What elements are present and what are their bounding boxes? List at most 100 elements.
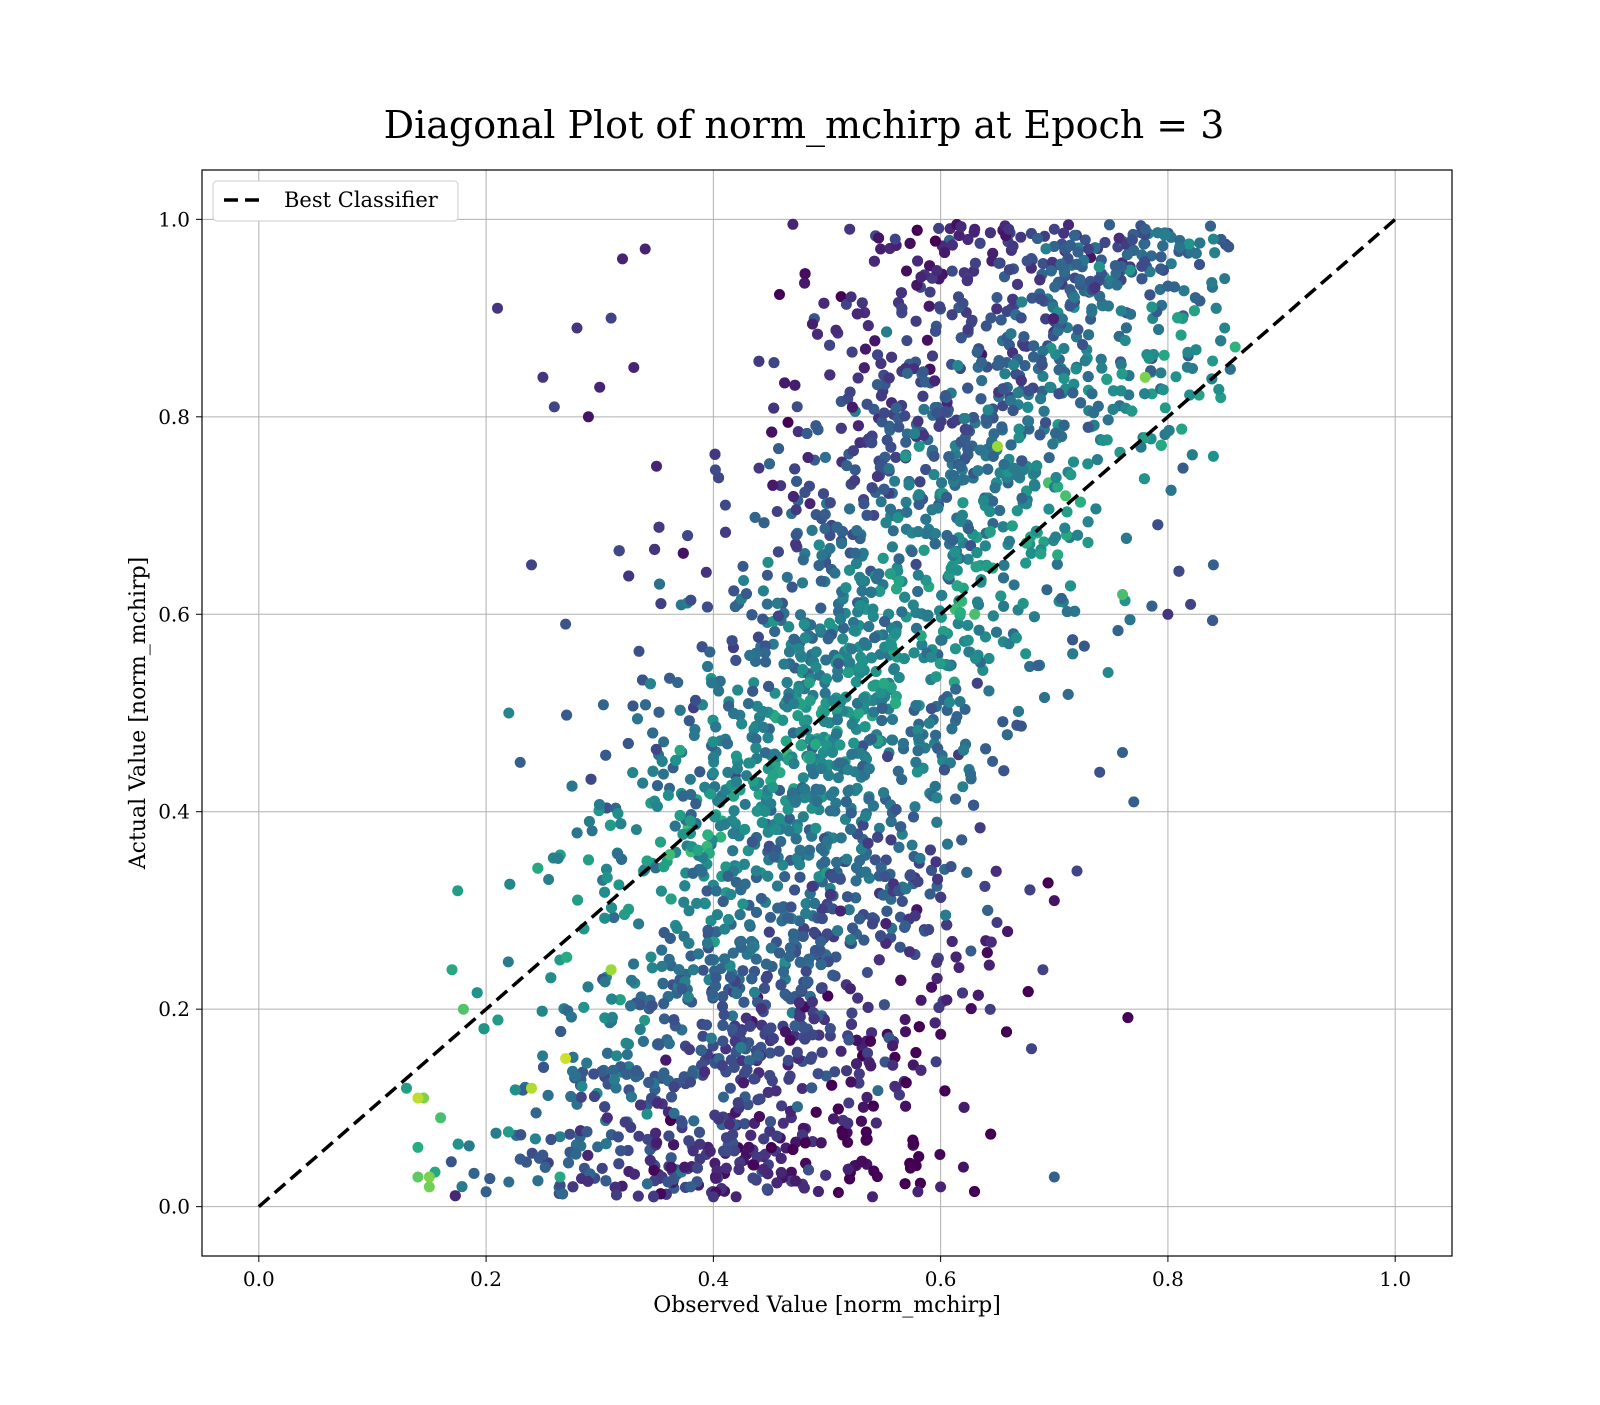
scatter-point [1056, 593, 1067, 604]
scatter-point [572, 827, 583, 838]
scatter-point [1184, 239, 1195, 250]
scatter-point [909, 647, 920, 658]
scatter-point [868, 1166, 879, 1177]
scatter-point [957, 988, 968, 999]
scatter-point [1120, 335, 1131, 346]
scatter-point [862, 510, 873, 521]
scatter-point [947, 936, 958, 947]
scatter-point [869, 256, 880, 267]
scatter-point [651, 1137, 662, 1148]
scatter-point [729, 805, 740, 816]
scatter-point [1116, 359, 1127, 370]
scatter-point [756, 1003, 767, 1014]
scatter-point [799, 278, 810, 289]
scatter-point [1020, 558, 1031, 569]
scatter-point [785, 942, 796, 953]
scatter-point [757, 817, 768, 828]
scatter-point [698, 965, 709, 976]
scatter-point [722, 738, 733, 749]
scatter-point [1016, 375, 1027, 386]
scatter-point [760, 747, 771, 758]
scatter-point [694, 766, 705, 777]
scatter-point [800, 632, 811, 643]
scatter-point [769, 851, 780, 862]
scatter-point [760, 806, 771, 817]
scatter-point [865, 1036, 876, 1047]
scatter-point [929, 469, 940, 480]
scatter-point [1136, 261, 1147, 272]
scatter-point [782, 572, 793, 583]
scatter-point [1035, 429, 1046, 440]
scatter-point [935, 1029, 946, 1040]
scatter-point [821, 673, 832, 684]
scatter-point [1094, 261, 1105, 272]
scatter-point [824, 340, 835, 351]
scatter-point [976, 375, 987, 386]
scatter-point [705, 1146, 716, 1157]
scatter-point [1040, 417, 1051, 428]
scatter-point [828, 1113, 839, 1124]
scatter-point [891, 804, 902, 815]
scatter-point [853, 708, 864, 719]
scatter-point [731, 988, 742, 999]
scatter-point [1194, 238, 1205, 249]
scatter-point [793, 683, 804, 694]
scatter-point [1067, 648, 1078, 659]
scatter-point [900, 1101, 911, 1112]
scatter-point [1211, 303, 1222, 314]
scatter-point [813, 1068, 824, 1079]
scatter-point [876, 715, 887, 726]
scatter-point [963, 523, 974, 534]
scatter-point [996, 421, 1007, 432]
scatter-point [796, 740, 807, 751]
scatter-point [763, 681, 774, 692]
scatter-point [1006, 328, 1017, 339]
scatter-point [766, 427, 777, 438]
scatter-point [972, 597, 983, 608]
scatter-point [887, 735, 898, 746]
scatter-point [654, 707, 665, 718]
scatter-point [783, 1055, 794, 1066]
scatter-point [933, 223, 944, 234]
scatter-point [1050, 428, 1061, 439]
scatter-point [640, 699, 651, 710]
scatter-point [846, 291, 857, 302]
scatter-point [763, 732, 774, 743]
scatter-point [994, 505, 1005, 516]
scatter-point [746, 944, 757, 955]
scatter-point [626, 975, 637, 986]
scatter-point [820, 509, 831, 520]
scatter-points [401, 219, 1241, 1203]
scatter-point [567, 781, 578, 792]
scatter-point [885, 568, 896, 579]
scatter-point [867, 482, 878, 493]
scatter-point [825, 889, 836, 900]
scatter-point [1187, 449, 1198, 460]
scatter-point [847, 719, 858, 730]
scatter-point [924, 301, 935, 312]
scatter-point [873, 233, 884, 244]
scatter-point [812, 796, 823, 807]
scatter-point [790, 794, 801, 805]
scatter-point [900, 920, 911, 931]
scatter-point [913, 570, 924, 581]
scatter-point [899, 653, 910, 664]
scatter-point [764, 458, 775, 469]
scatter-point [955, 461, 966, 472]
scatter-point [582, 1176, 593, 1187]
scatter-point [1052, 559, 1063, 570]
scatter-point [1044, 452, 1055, 463]
scatter-point [612, 848, 623, 859]
scatter-point [758, 1133, 769, 1144]
scatter-point [832, 672, 843, 683]
scatter-point [675, 745, 686, 756]
scatter-point [1053, 388, 1064, 399]
scatter-point [869, 632, 880, 643]
scatter-point [815, 603, 826, 614]
scatter-point [1194, 259, 1205, 270]
scatter-point [1029, 611, 1040, 622]
scatter-point [1032, 660, 1043, 671]
scatter-point [602, 1112, 613, 1123]
scatter-point [663, 790, 674, 801]
scatter-point [930, 538, 941, 549]
